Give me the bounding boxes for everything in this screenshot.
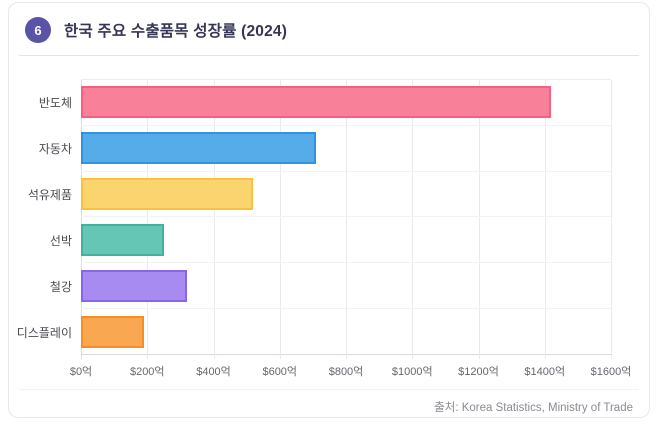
gridline-1000 bbox=[412, 80, 414, 359]
bar-row-displays bbox=[81, 309, 611, 354]
source-note: 출처: Korea Statistics, Ministry of Trade bbox=[19, 389, 639, 415]
bar-row-automobiles bbox=[81, 126, 611, 172]
bar-petroleum-products[interactable] bbox=[81, 178, 254, 211]
gridline-400 bbox=[213, 80, 215, 359]
bar-semiconductors[interactable] bbox=[81, 86, 552, 119]
x-tick-label-800: $800억 bbox=[328, 366, 364, 378]
x-tick-label-600: $600억 bbox=[262, 366, 298, 378]
index-badge: 6 bbox=[25, 17, 51, 43]
bar-rows bbox=[81, 80, 611, 354]
x-tick-label-200: $200억 bbox=[129, 366, 165, 378]
bar-row-petroleum-products bbox=[81, 172, 611, 218]
x-axis: $0억 $200억 $400억 $600억 $800억 $1000억 $1200억 $1400… bbox=[70, 355, 632, 378]
category-label-steel: 철강 bbox=[49, 279, 72, 294]
bar-automobiles[interactable] bbox=[81, 132, 317, 165]
chart-header: 6 한국 주요 수출품목 성장률 (2024) bbox=[19, 15, 639, 56]
gridline-600 bbox=[279, 80, 281, 359]
gridline-1400 bbox=[544, 80, 546, 359]
plot-area bbox=[81, 79, 612, 359]
bar-row-semiconductors bbox=[81, 80, 611, 126]
gridline-0 bbox=[81, 80, 82, 359]
chart-title: 한국 주요 수출품목 성장률 (2024) bbox=[64, 23, 288, 40]
category-label-semiconductors: 반도체 bbox=[38, 95, 72, 110]
category-label-displays: 디스플레이 bbox=[16, 325, 72, 340]
gridline-1200 bbox=[478, 80, 480, 359]
x-tick-label-1600: $1600억 bbox=[590, 366, 632, 378]
gridline-1600 bbox=[611, 80, 612, 359]
bar-ships[interactable] bbox=[81, 223, 164, 256]
bar-steel[interactable] bbox=[81, 269, 187, 302]
x-tick-label-1200: $1200억 bbox=[458, 366, 499, 378]
bar-displays[interactable] bbox=[81, 315, 144, 348]
grid-layer bbox=[81, 80, 612, 359]
category-label-automobiles: 자동차 bbox=[38, 141, 72, 156]
category-label-petroleum-products: 석유제품 bbox=[27, 187, 72, 202]
bar-row-ships bbox=[81, 217, 611, 264]
x-tick-label-1400: $1400억 bbox=[524, 366, 566, 378]
x-tick-label-1000: $1000억 bbox=[391, 366, 433, 378]
gridline-200 bbox=[147, 80, 149, 359]
gridline-800 bbox=[346, 80, 347, 359]
x-tick-label-0: $0억 bbox=[69, 366, 93, 378]
x-tick-label-400: $400억 bbox=[196, 366, 231, 378]
bar-row-steel bbox=[81, 263, 611, 310]
category-label-ships: 선박 bbox=[49, 233, 72, 248]
